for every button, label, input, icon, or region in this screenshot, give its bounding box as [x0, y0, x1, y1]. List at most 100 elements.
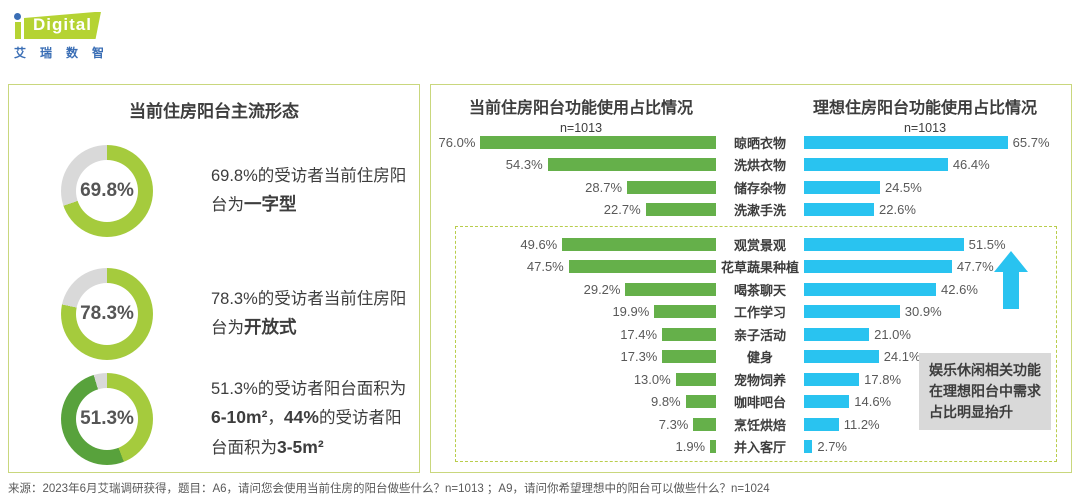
ideal-bar-zone: 17.8% [804, 372, 1065, 387]
donut-description: 69.8%的受访者当前住房阳台为一字型 [211, 162, 417, 220]
logo-i-stem-icon [14, 22, 21, 39]
ideal-value-label: 47.7% [956, 259, 994, 275]
donut-desc-keyword: 开放式 [244, 317, 297, 338]
chart-row: 19.9% 工作学习 30.9% [431, 301, 1065, 324]
category-label: 亲子活动 [733, 327, 786, 343]
ideal-bar-zone: 30.9% [804, 304, 1065, 319]
donut-chart: 51.3% [61, 373, 153, 465]
ideal-bar-zone: 42.6% [804, 282, 1065, 297]
current-bar-zone: 19.9% [431, 304, 716, 319]
ideal-bar [804, 305, 900, 319]
category-label: 健身 [746, 350, 773, 366]
category-label: 烹饪烘焙 [733, 417, 786, 433]
chart-row: 28.7% 储存杂物 24.5% [431, 176, 1065, 199]
chart-row: 1.9% 并入客厅 2.7% [431, 436, 1065, 459]
ideal-chart-title: 理想住房阳台功能使用占比情况 [812, 100, 1037, 117]
ideal-value-label: 17.8% [864, 371, 902, 387]
current-bar [662, 327, 716, 341]
current-bar-zone: 17.3% [431, 349, 716, 364]
current-bar [662, 350, 716, 364]
donut-desc-text: 的受访 [318, 409, 369, 428]
ideal-bar [804, 395, 850, 409]
ideal-value-label: 21.0% [874, 326, 911, 342]
leisure-group-dashed-box [455, 226, 1057, 462]
logo-i-dot-icon [14, 13, 21, 20]
chart-row: 17.4% 亲子活动 21.0% [431, 323, 1065, 346]
current-chart-title-block: 当前住房阳台功能使用占比情况 n=1013 [451, 94, 711, 135]
current-value-label: 17.4% [620, 326, 658, 342]
ideal-bar [804, 327, 870, 341]
current-bar [562, 237, 716, 251]
category-label: 洗烘衣物 [733, 158, 786, 174]
ideal-value-label: 65.7% [1012, 134, 1050, 150]
current-bar-zone: 7.3% [431, 417, 716, 432]
ideal-value-label: 22.6% [879, 202, 916, 218]
current-value-label: 1.9% [675, 439, 706, 455]
chart-row: 54.3% 洗烘衣物 46.4% [431, 154, 1065, 177]
ideal-bar [804, 180, 880, 194]
current-value-label: 7.3% [658, 416, 689, 432]
current-bar [547, 158, 716, 172]
ideal-bar-zone: 21.0% [804, 327, 1065, 342]
ideal-bar [804, 350, 879, 364]
current-value-label: 29.2% [583, 281, 621, 297]
current-bar-zone: 1.9% [431, 439, 716, 454]
current-bar-zone: 29.2% [431, 282, 716, 297]
current-bar [625, 282, 716, 296]
current-chart-title: 当前住房阳台功能使用占比情况 [468, 100, 693, 117]
current-bar [675, 372, 716, 386]
ideal-value-label: 2.7% [817, 439, 847, 455]
ideal-value-label: 14.6% [854, 394, 892, 410]
chart-row: 7.3% 烹饪烘焙 11.2% [431, 413, 1065, 436]
donut-desc-keyword: 6-10m² [211, 407, 268, 428]
ideal-bar-zone: 11.2% [804, 417, 1065, 432]
ideal-bar [804, 440, 813, 454]
brand-logo: Digital 艾瑞数智 [14, 12, 118, 61]
left-panel-title: 当前住房阳台主流形态 [129, 102, 299, 121]
donut-value-label: 69.8% [80, 180, 134, 201]
ideal-value-label: 24.1% [883, 349, 921, 365]
donut-desc-keyword: 一字型 [244, 194, 297, 215]
chart-row: 22.7% 洗漱手洗 22.6% [431, 199, 1065, 222]
current-value-label: 76.0% [438, 134, 476, 150]
current-bar [627, 180, 716, 194]
leisure-callout-box: 娱乐休闲相关功能在理想阳台中需求占比明显抬升 [919, 353, 1051, 430]
donut-value-label: 51.3% [80, 408, 134, 429]
donut-desc-text: 者阳台面积为 [211, 409, 402, 458]
current-value-label: 28.7% [585, 179, 623, 195]
donut-group: 51.3% 51.3%的受访者阳台面积为 6-10m²，44%的受访者阳台面积为3-… [61, 373, 417, 465]
ideal-value-label: 24.5% [884, 179, 922, 195]
source-note: 来源：2023年6月艾瑞调研获得，题目：A6，请问您会使用当前住房的阳台做些什么… [8, 483, 770, 495]
current-bar [654, 305, 716, 319]
donut-desc-text: 69.8%的受访者当前住房阳台为 [211, 167, 407, 215]
current-bar [685, 395, 716, 409]
donut-desc-keyword: 3-5m² [277, 437, 324, 458]
chart-row: 76.0% 晾晒衣物 65.7% [431, 131, 1065, 154]
donut-group: 78.3% 78.3%的受访者当前住房阳台为开放式 [61, 268, 417, 360]
category-label: 喝茶聊天 [733, 282, 786, 298]
ideal-value-label: 11.2% [843, 416, 880, 432]
category-label: 晾晒衣物 [733, 135, 786, 151]
logo-row: Digital [14, 12, 118, 39]
ideal-value-label: 51.5% [968, 236, 1006, 252]
donut-value-label: 78.3% [80, 303, 134, 324]
donut-description: 51.3%的受访者阳台面积为 6-10m²，44%的受访者阳台面积为3-5m² [211, 375, 417, 463]
current-value-label: 22.7% [603, 202, 641, 218]
ideal-bar-zone: 24.5% [804, 180, 1065, 195]
ideal-bar-zone: 14.6% [804, 394, 1065, 409]
category-label: 花草蔬果种植 [720, 260, 799, 276]
current-bar [645, 203, 716, 217]
current-bar-zone: 13.0% [431, 372, 716, 387]
current-bar-zone: 9.8% [431, 394, 716, 409]
donut-desc-text: 为 [389, 380, 407, 399]
ideal-bar [804, 135, 1008, 149]
current-value-label: 13.0% [633, 371, 671, 387]
logo-i-icon [14, 13, 21, 39]
ideal-bar [804, 237, 964, 251]
chart-row: 29.2% 喝茶聊天 42.6% [431, 278, 1065, 301]
donut-chart: 78.3% [61, 268, 153, 360]
category-label: 储存杂物 [733, 180, 786, 196]
brand-chinese-name: 艾瑞数智 [14, 46, 119, 60]
current-value-label: 54.3% [505, 157, 543, 173]
